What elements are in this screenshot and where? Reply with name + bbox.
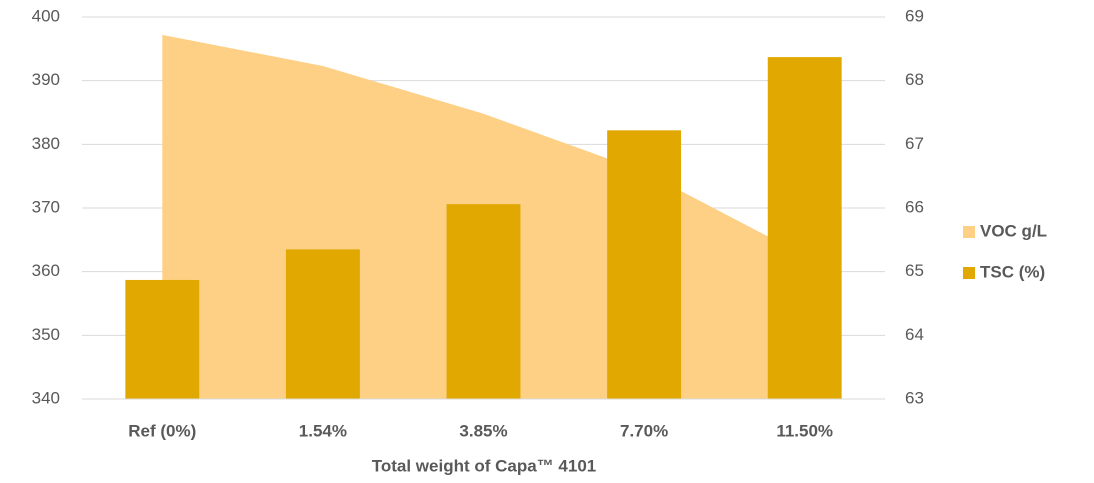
y-tick-label: 390 <box>32 70 60 89</box>
x-axis-title: Total weight of Capa™ 4101 <box>372 456 597 475</box>
x-tick-label: 11.50% <box>776 421 833 440</box>
y-tick-label: 370 <box>32 197 60 216</box>
y-tick-label: 340 <box>32 388 60 407</box>
bar <box>767 57 842 400</box>
y-tick-label: 380 <box>32 134 60 153</box>
legend-swatch <box>963 226 975 238</box>
x-tick-label: 3.85% <box>459 421 507 440</box>
y-tick-label: 400 <box>32 6 60 25</box>
y2-tick-label: 64 <box>905 325 924 344</box>
y2-tick-label: 67 <box>905 134 924 153</box>
bar <box>285 249 360 399</box>
legend-label: VOC g/L <box>980 221 1047 240</box>
legend-swatch <box>963 267 975 279</box>
bar <box>446 204 521 399</box>
y-tick-label: 350 <box>32 325 60 344</box>
x-tick-label: 7.70% <box>620 421 668 440</box>
bar <box>125 279 200 399</box>
bar <box>607 130 682 399</box>
legend-label: TSC (%) <box>980 262 1045 281</box>
y2-tick-label: 68 <box>905 70 924 89</box>
y2-tick-label: 63 <box>905 388 924 407</box>
y2-tick-label: 66 <box>905 197 924 216</box>
y-tick-label: 360 <box>32 261 60 280</box>
y2-tick-label: 69 <box>905 6 924 25</box>
y2-tick-label: 65 <box>905 261 924 280</box>
x-tick-label: 1.54% <box>299 421 347 440</box>
x-tick-label: Ref (0%) <box>128 421 196 440</box>
